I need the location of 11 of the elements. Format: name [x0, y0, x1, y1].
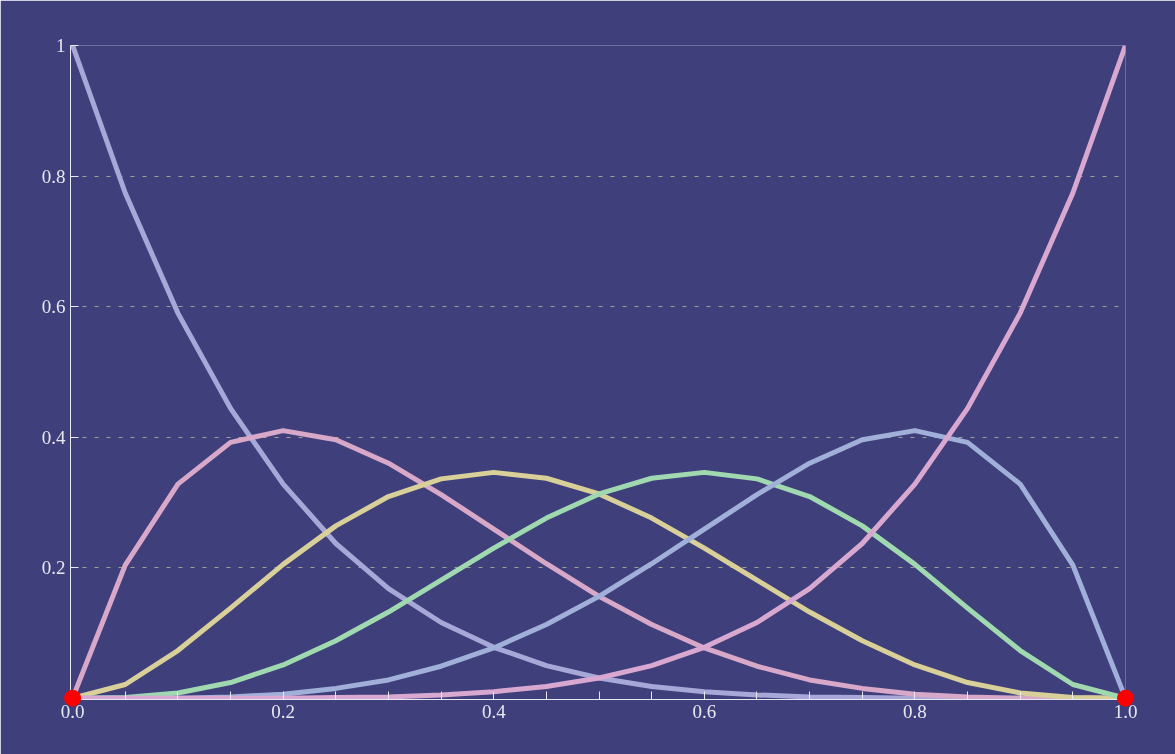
y-tick-label: 0.6 [41, 296, 66, 318]
y-tick-label: 0.2 [41, 557, 66, 579]
y-tick-label: 0.8 [41, 165, 66, 187]
x-tick-label: 0.6 [692, 700, 717, 722]
x-tick-label: 0.0 [60, 700, 85, 722]
y-tick-label: 0.4 [41, 426, 66, 448]
y-tick-label: 1 [56, 35, 66, 56]
x-tick-label: 0.2 [271, 700, 296, 722]
x-tick-label: 0.4 [481, 700, 507, 722]
x-tick-label: 0.8 [903, 700, 927, 722]
x-tick-label: 1.0 [1113, 700, 1138, 722]
